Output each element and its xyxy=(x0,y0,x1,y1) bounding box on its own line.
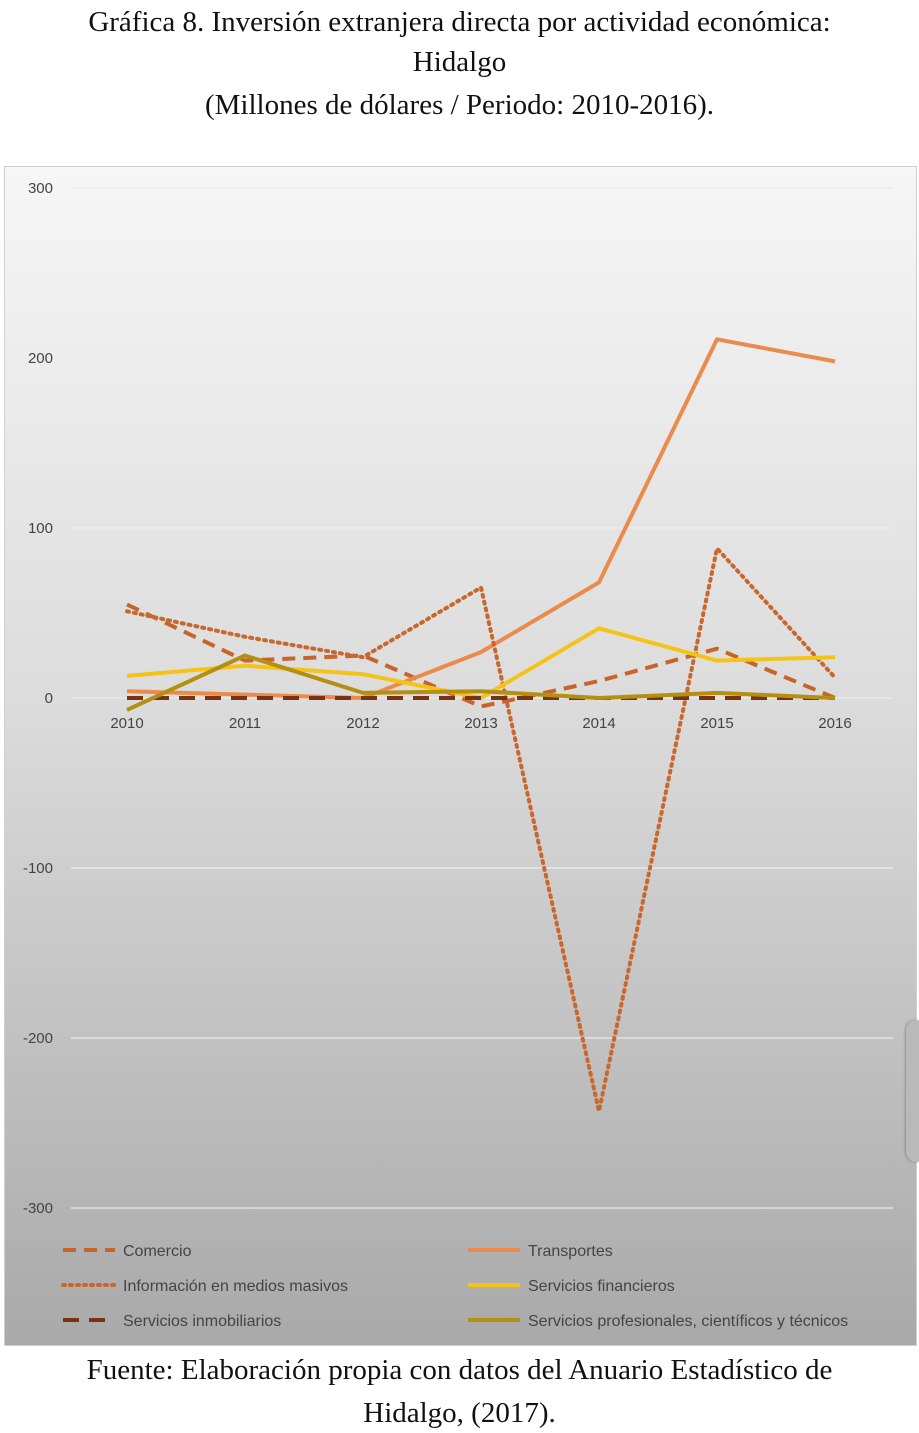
x-tick-label: 2012 xyxy=(346,715,379,732)
source-note-line-1: Fuente: Elaboración propia con datos del… xyxy=(86,1354,833,1386)
legend-label: Comercio xyxy=(123,1243,192,1260)
x-tick-label: 2016 xyxy=(818,715,851,732)
series-line-4 xyxy=(126,626,836,700)
y-tick-label: 300 xyxy=(28,180,53,197)
chart-title-line-2: Hidalgo xyxy=(412,46,507,78)
legend-label: Servicios financieros xyxy=(528,1278,675,1295)
line-chart: 300 200 100 0 -100 -200 -300 2010 2011 2012 2013 20… xyxy=(23,180,893,1330)
y-tick-label: -300 xyxy=(23,1200,53,1217)
source-note-line-2: Hidalgo, (2017). xyxy=(363,1397,556,1429)
legend-label: Transportes xyxy=(528,1243,613,1260)
series-line-6 xyxy=(126,653,836,712)
x-tick-label: 2015 xyxy=(700,715,733,732)
x-tick-label: 2013 xyxy=(464,715,497,732)
y-tick-label: 100 xyxy=(28,520,53,537)
chart-area: 300 200 100 0 -100 -200 -300 2010 2011 2012 2013 20… xyxy=(4,166,917,1346)
chart-title-line-1: Gráfica 8. Inversión extranjera directa … xyxy=(88,6,831,38)
x-tick-label: 2014 xyxy=(582,715,615,732)
series-line-3 xyxy=(125,546,837,1114)
series-line-1 xyxy=(126,602,836,709)
legend-label: Servicios profesionales, científicos y t… xyxy=(528,1313,848,1330)
y-tick-label: -100 xyxy=(23,860,53,877)
y-tick-label: -200 xyxy=(23,1030,53,1047)
y-tick-label: 200 xyxy=(28,350,53,367)
x-tick-label: 2011 xyxy=(229,715,261,732)
legend-label: Servicios inmobiliarios xyxy=(123,1313,281,1330)
series-line-2 xyxy=(126,337,836,700)
y-tick-label: 0 xyxy=(45,690,53,707)
legend-label: Información en medios masivos xyxy=(123,1278,348,1295)
chart-subtitle: (Millones de dólares / Periodo: 2010-201… xyxy=(204,89,715,121)
scroll-handle[interactable] xyxy=(906,1020,919,1162)
x-tick-label: 2010 xyxy=(110,715,143,732)
